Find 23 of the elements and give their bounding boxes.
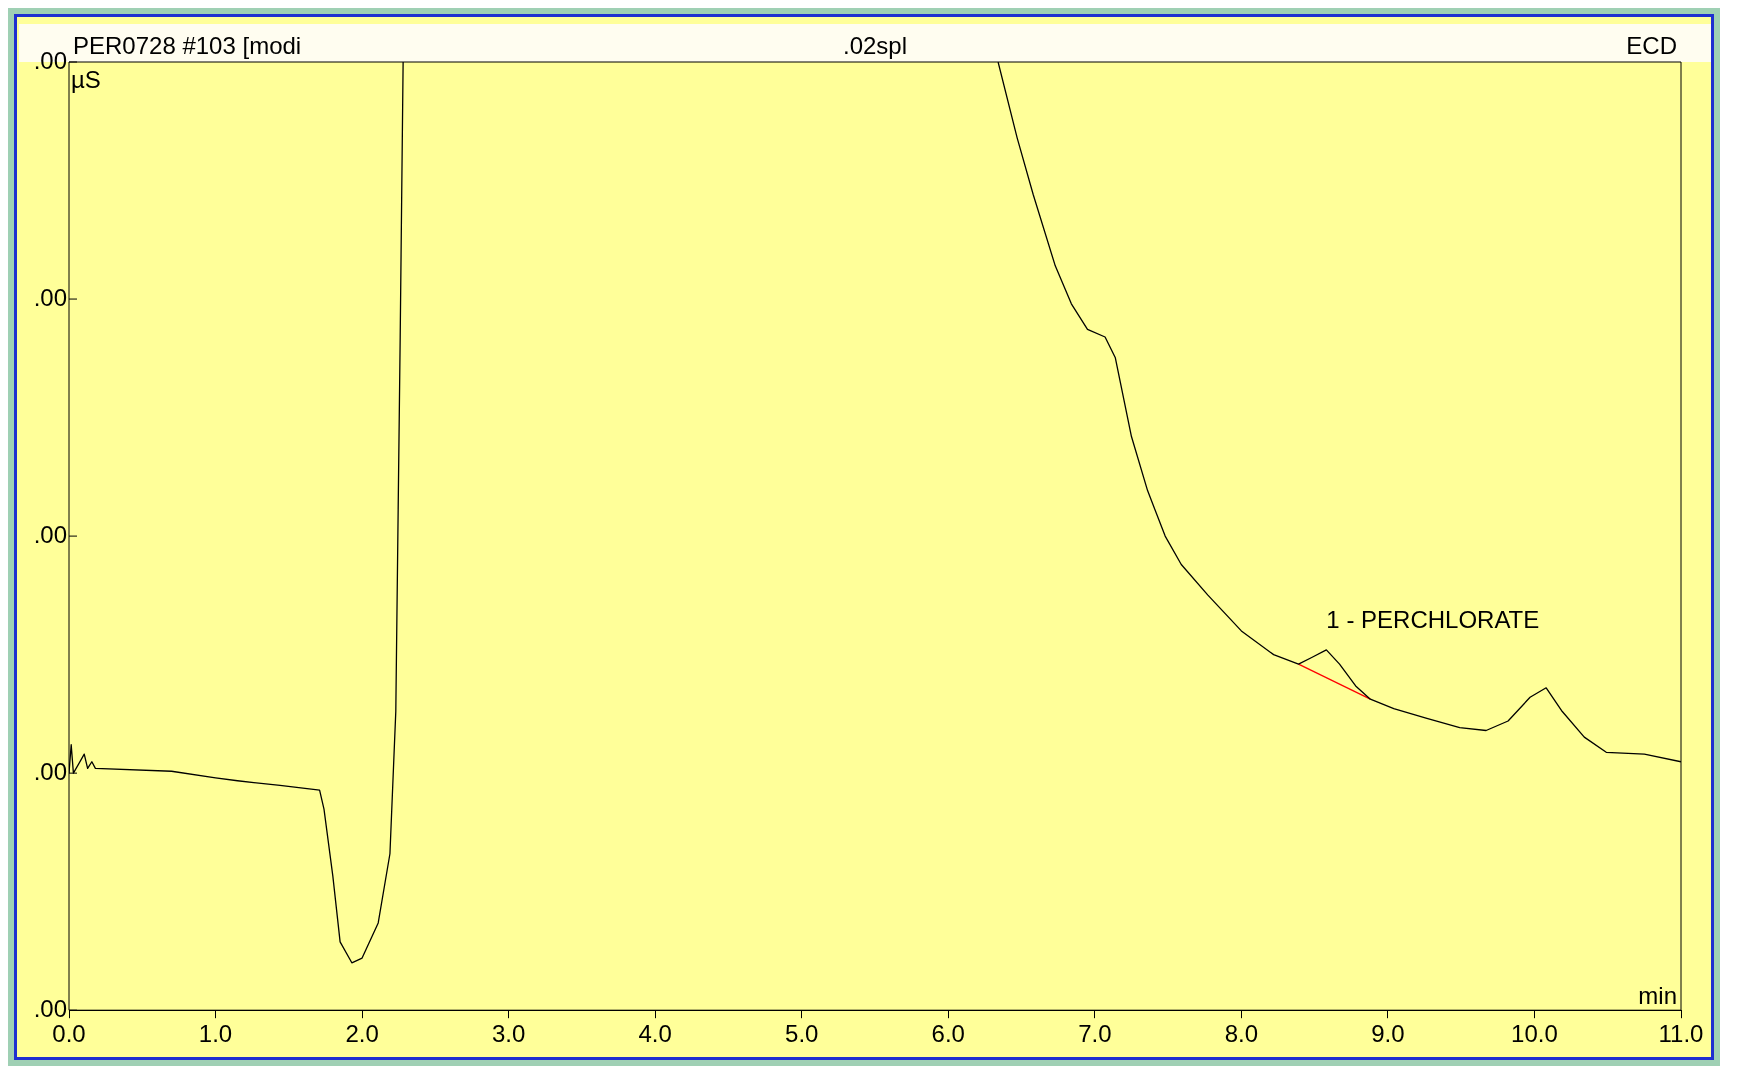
x-tick-label: 0.0 <box>52 1020 86 1048</box>
x-tick-label: 5.0 <box>785 1020 819 1048</box>
x-tick-label: 9.0 <box>1371 1020 1405 1048</box>
y-axis-title: µS <box>71 66 101 93</box>
x-tick-label: 4.0 <box>638 1020 672 1048</box>
text: ECD <box>1626 32 1677 59</box>
x-tick-label: 1.0 <box>198 1020 233 1048</box>
text: .00 <box>33 283 67 311</box>
x-tick-label: 10.0 <box>1511 1020 1558 1048</box>
x-axis-title: min <box>1638 982 1677 1010</box>
x-tick-label: 6.0 <box>931 1020 965 1048</box>
text: .00 <box>33 994 67 1022</box>
chart-title: PER0728 #103 [modi <box>73 32 302 59</box>
x-tick-label: 2.0 <box>345 1020 379 1048</box>
text: .00 <box>33 46 67 74</box>
x-tick-label: 11.0 <box>1658 1020 1704 1048</box>
text: .00 <box>33 757 67 785</box>
text: .02spl <box>842 32 908 59</box>
x-tick-label: 7.0 <box>1078 1020 1112 1048</box>
x-tick-label: 3.0 <box>491 1020 526 1048</box>
annotation: 1 - PERCHLORATE <box>1326 605 1540 633</box>
x-tick-label: 8.0 <box>1224 1020 1259 1048</box>
text: .00 <box>33 520 67 548</box>
